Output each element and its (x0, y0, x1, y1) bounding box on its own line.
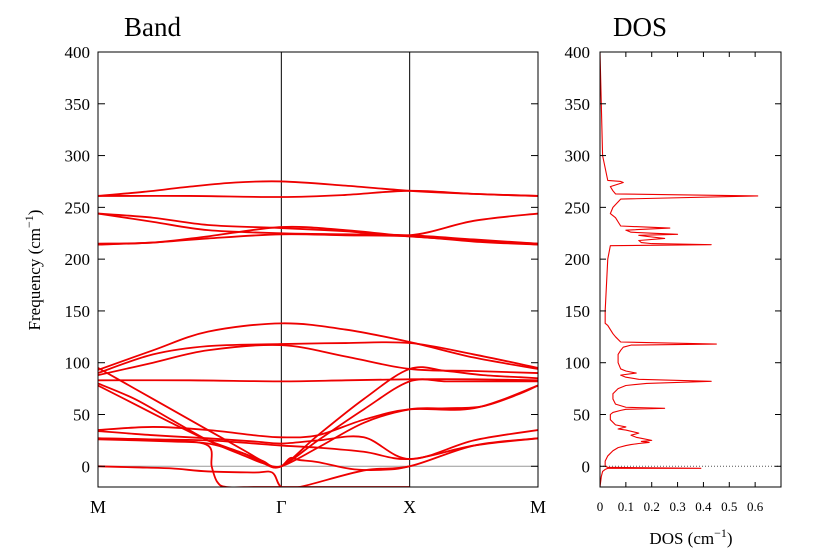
dos-ytick-label-2: 100 (565, 354, 591, 373)
band-ytick-label-0: 0 (82, 457, 91, 476)
band-y-axis-label-text: Frequency (cm (25, 228, 44, 330)
band-xtick-label-2: X (403, 497, 416, 517)
band-branch-14 (98, 429, 538, 460)
band-branch-17 (98, 437, 410, 487)
dos-frame (599, 51, 782, 488)
band-frame (97, 51, 539, 488)
dos-curve-0 (600, 52, 759, 487)
band-y-axis-label-sup: −1 (22, 215, 36, 228)
dos-axes: 0 50 100 150 200 250 300 350 400 0 0.1 0.2 0.3 0.4 0.5… (565, 43, 782, 514)
dos-ytick-label-5: 250 (565, 198, 591, 217)
dos-xtick-label-0: 0 (597, 499, 604, 514)
dos-xtick-label-2: 0.2 (644, 499, 660, 514)
band-xtick-label-3: M (530, 497, 546, 517)
dos-ytick-label-4: 200 (565, 250, 591, 269)
band-title: Band (124, 12, 181, 42)
band-branch-16 (98, 437, 538, 487)
band-xtick-label-1: Γ (276, 497, 286, 517)
band-branch-10 (98, 366, 538, 469)
dos-x-axis-label-close: ) (727, 529, 733, 548)
band-branch-15 (98, 437, 538, 461)
dos-panel: DOS DOS (cm−1) 0501001502002503003504000… (565, 12, 782, 548)
band-branch-18 (98, 438, 410, 471)
band-xtick-label-0: M (90, 497, 106, 517)
band-y-axis-label: Frequency (cm−1) (22, 210, 44, 331)
dos-ytick-label-3: 150 (565, 302, 591, 321)
band-branch-8 (98, 344, 538, 377)
dos-ytick-label-6: 300 (565, 147, 591, 166)
band-ytick-label-7: 350 (65, 95, 91, 114)
band-series (98, 180, 538, 487)
band-ytick-label-5: 250 (65, 198, 91, 217)
dos-xtick-label-4: 0.4 (695, 499, 712, 514)
dos-x-axis-label-sup: −1 (714, 526, 727, 540)
dos-x-axis-label: DOS (cm−1) (649, 526, 732, 548)
band-axes: 0 50 100 150 200 250 300 350 400 M Γ X M (65, 43, 547, 517)
svg-text:Frequency (cm−1): Frequency (cm−1) (22, 210, 44, 331)
dos-title: DOS (613, 12, 667, 42)
band-ytick-label-3: 150 (65, 302, 91, 321)
dos-ytick-label-0: 0 (582, 457, 591, 476)
band-panel: Band Frequency (cm−1) 0 50 100 150 200 250 300… (22, 12, 546, 517)
dos-xtick-label-5: 0.5 (721, 499, 737, 514)
band-ytick-label-4: 200 (65, 250, 91, 269)
band-y-axis-label-close: ) (25, 210, 44, 216)
dos-x-axis-label-text: DOS (cm (649, 529, 714, 548)
dos-ytick-label-1: 50 (573, 406, 590, 425)
band-branch-6 (98, 322, 538, 371)
band-ytick-label-2: 100 (65, 354, 91, 373)
dos-xtick-label-6: 0.6 (747, 499, 764, 514)
band-branch-1 (98, 189, 538, 198)
band-branch-5 (98, 233, 538, 246)
dos-ytick-label-7: 350 (565, 95, 591, 114)
dos-ytick-label-8: 400 (565, 43, 591, 62)
band-branch-13 (98, 384, 538, 439)
band-branch-7 (98, 341, 538, 374)
band-ytick-label-6: 300 (65, 147, 91, 166)
band-ytick-label-1: 50 (73, 406, 90, 425)
band-grid (98, 52, 538, 487)
dos-xtick-label-1: 0.1 (618, 499, 634, 514)
dos-series (600, 52, 759, 487)
band-branch-9 (98, 378, 538, 383)
band-branch-2 (98, 212, 538, 237)
dos-xtick-label-3: 0.3 (669, 499, 685, 514)
band-branch-11 (98, 378, 538, 469)
band-ytick-label-8: 400 (65, 43, 91, 62)
